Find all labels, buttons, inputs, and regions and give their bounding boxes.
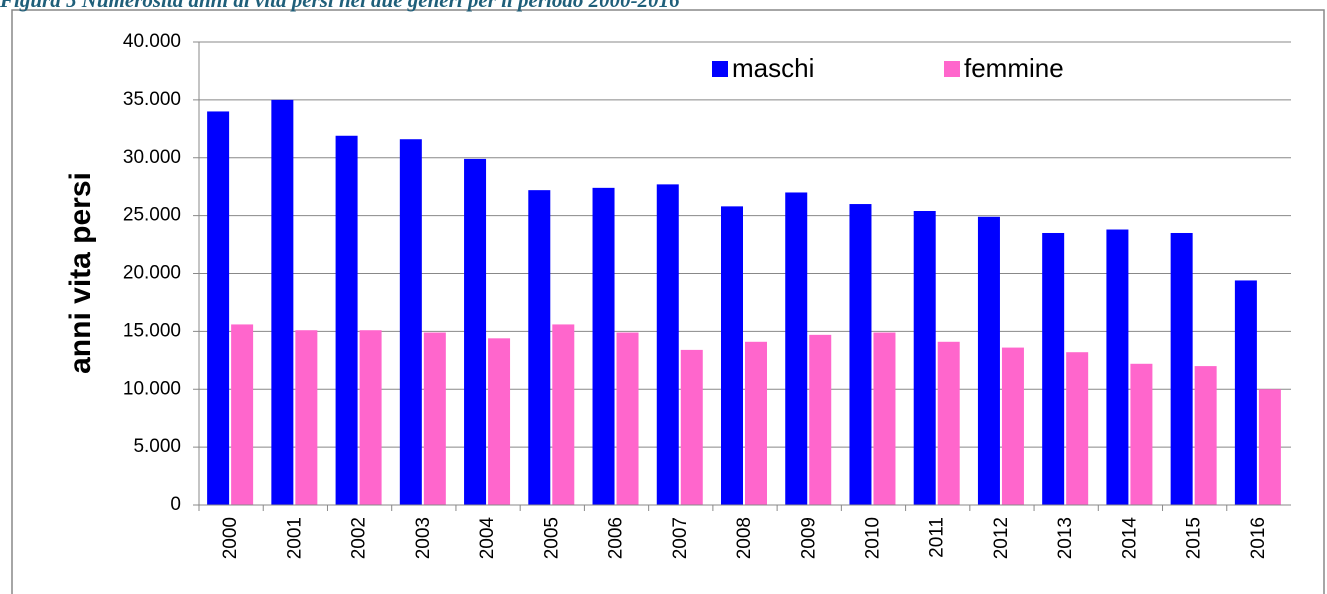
x-tick-label: 2011	[927, 517, 948, 558]
bar	[528, 190, 551, 505]
bar	[1042, 232, 1065, 506]
y-tick-label: 15.000	[123, 320, 181, 341]
bar	[592, 187, 615, 505]
bar	[1170, 232, 1193, 506]
x-tick-label: 2005	[541, 517, 562, 559]
x-tick-label: 2009	[798, 517, 819, 559]
bar	[399, 139, 422, 506]
x-tick-label: 2002	[349, 517, 370, 559]
bar	[616, 332, 639, 505]
bar	[1234, 280, 1257, 505]
y-tick-label: 40.000	[123, 31, 181, 52]
bar	[745, 341, 767, 505]
x-tick-label: 2001	[284, 517, 305, 559]
legend-label: maschi	[732, 53, 814, 83]
bar	[423, 332, 446, 505]
bar	[359, 330, 382, 505]
x-tick-label: 2008	[734, 517, 755, 559]
bar	[809, 334, 832, 505]
x-tick-label: 2015	[1184, 517, 1205, 559]
bar	[785, 192, 808, 505]
x-tick-label: 2000	[220, 517, 241, 559]
x-tick-label: 2016	[1248, 517, 1269, 559]
chart-frame	[11, 9, 1325, 594]
y-tick-label: 0	[170, 494, 181, 515]
bar	[1194, 366, 1217, 505]
x-tick-label: 2003	[413, 517, 434, 559]
x-tick-label: 2007	[670, 517, 691, 559]
legend-swatch	[712, 61, 728, 77]
bar	[1066, 352, 1089, 505]
bar	[873, 332, 896, 505]
x-tick-label: 2014	[1119, 517, 1140, 560]
bar	[207, 111, 230, 505]
bar	[977, 216, 1000, 505]
bar	[271, 99, 294, 505]
legend-swatch	[944, 61, 960, 77]
y-tick-label: 25.000	[123, 205, 181, 226]
bar	[464, 158, 487, 505]
bar	[1106, 229, 1129, 505]
y-tick-label: 35.000	[123, 89, 181, 110]
bar	[1001, 347, 1024, 505]
bar	[656, 184, 679, 505]
x-tick-label: 2012	[991, 517, 1012, 559]
bar	[552, 324, 575, 505]
bar	[335, 135, 358, 505]
bar	[1130, 363, 1153, 505]
y-tick-label: 10.000	[123, 378, 181, 399]
bar	[937, 341, 960, 505]
x-tick-label: 2010	[862, 517, 883, 559]
y-tick-label: 30.000	[123, 147, 181, 168]
bar	[295, 330, 318, 505]
bar	[721, 206, 743, 506]
x-tick-label: 2004	[477, 517, 498, 560]
y-tick-label: 20.000	[123, 263, 181, 284]
x-tick-label: 2006	[606, 517, 627, 559]
bar	[1258, 389, 1281, 505]
y-axis-label: anni vita persi	[64, 172, 97, 374]
bar	[231, 324, 254, 505]
legend-label: femmine	[964, 53, 1064, 83]
x-tick-label: 2013	[1055, 517, 1076, 559]
y-tick-label: 5.000	[133, 436, 181, 457]
bar	[488, 338, 511, 505]
chart-title: Figura 5 Numerosità anni di vita persi n…	[0, 0, 680, 12]
bar	[680, 349, 703, 505]
bar	[913, 210, 936, 505]
bar	[849, 204, 872, 506]
